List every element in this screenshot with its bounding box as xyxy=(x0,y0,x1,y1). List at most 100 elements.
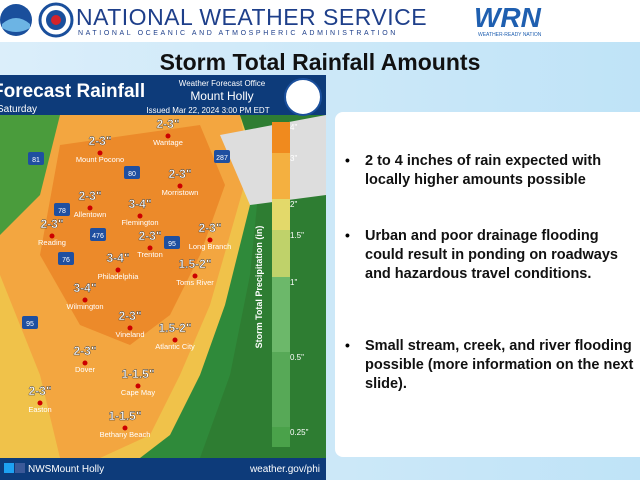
city-dot xyxy=(147,245,153,251)
legend-label: 1" xyxy=(290,278,297,287)
parent-agency: NATIONAL OCEANIC AND ATMOSPHERIC ADMINIS… xyxy=(78,30,398,37)
city-dot xyxy=(207,237,213,243)
city-dot xyxy=(122,425,128,431)
bullet-dot: • xyxy=(345,227,350,243)
city-dot xyxy=(49,233,55,239)
place-name: Morristown xyxy=(162,188,199,197)
place-name: Bethany Beach xyxy=(100,430,151,439)
rainfall-map: Forecast Rainfall Saturday Weather Forec… xyxy=(0,75,326,480)
rain-amount: 1.5-2" xyxy=(178,257,211,271)
highway-shield xyxy=(124,166,140,179)
legend-swatch xyxy=(272,199,290,238)
highway-shield xyxy=(28,152,44,165)
rain-amount: 2-3" xyxy=(88,134,111,148)
legend-label: 1.5" xyxy=(290,231,304,240)
city-dot xyxy=(87,205,93,211)
legend-label: 0.5" xyxy=(290,353,304,362)
city-dot xyxy=(135,383,141,389)
place-name: Flemington xyxy=(121,218,158,227)
rain-amount: 1.5-2" xyxy=(158,321,191,335)
place-name: Long Branch xyxy=(189,242,232,251)
place-name: Atlantic City xyxy=(155,342,195,351)
city-dot xyxy=(137,213,143,219)
rain-amount: 2-3" xyxy=(118,309,141,323)
header: NATIONAL WEATHER SERVICE NATIONAL OCEANI… xyxy=(0,0,640,42)
rain-amount: 1-1.5" xyxy=(108,409,141,423)
place-name: Cape May xyxy=(121,388,155,397)
map-title: Forecast Rainfall xyxy=(0,81,145,102)
place-name: Philadelphia xyxy=(98,272,140,281)
city-dot xyxy=(82,360,88,366)
place-name: Toms River xyxy=(176,278,214,287)
highway-number: 95 xyxy=(26,321,34,328)
legend-swatch xyxy=(272,277,290,360)
place-name: Wilmington xyxy=(66,302,103,311)
nws-logo xyxy=(38,2,74,38)
rain-amount: 2-3" xyxy=(168,167,191,181)
highway-shield xyxy=(54,203,70,216)
city-dot xyxy=(177,183,183,189)
rain-amount: 2-3" xyxy=(40,217,63,231)
highway-number: 95 xyxy=(168,241,176,248)
highway-number: 476 xyxy=(92,233,104,240)
legend-swatch xyxy=(272,122,290,161)
city-dot xyxy=(127,325,133,331)
place-name: Reading xyxy=(38,238,66,247)
nws-map-logo xyxy=(284,78,322,116)
place-name: Wantage xyxy=(153,138,183,147)
place-name: Easton xyxy=(28,405,51,414)
bullet-panel: • 2 to 4 inches of rain expected with loc… xyxy=(335,112,640,457)
city-dot xyxy=(172,337,178,343)
highway-shield xyxy=(58,252,74,265)
place-name: Mount Pocono xyxy=(76,155,124,164)
place-name: Vineland xyxy=(115,330,144,339)
city-dot xyxy=(82,297,88,303)
highway-number: 80 xyxy=(128,171,136,178)
highway-number: 78 xyxy=(58,208,66,215)
rain-amount: 3-4" xyxy=(73,281,96,295)
office-name: Mount Holly xyxy=(190,89,253,103)
city-dot xyxy=(115,267,121,273)
highway-shield xyxy=(22,316,38,329)
highway-shield xyxy=(214,150,230,163)
legend-label: 2" xyxy=(290,200,297,209)
footer-url: weather.gov/phi xyxy=(249,464,320,475)
highway-number: 287 xyxy=(216,155,228,162)
legend-label: 0.25" xyxy=(290,428,309,437)
bullet-text: 2 to 4 inches of rain expected with loca… xyxy=(365,153,602,188)
slide-title: Storm Total Rainfall Amounts xyxy=(159,49,481,75)
bullet-text: Urban and poor drainage flooding could r… xyxy=(365,228,618,282)
rain-amount: 3-4" xyxy=(128,197,151,211)
legend-swatch xyxy=(272,230,290,285)
legend-swatch xyxy=(272,352,290,435)
place-name: Allentown xyxy=(74,210,107,219)
wrn-tagline: WEATHER-READY NATION xyxy=(478,32,542,38)
city-dot xyxy=(37,400,43,406)
bullet-text: Small stream, creek, and river flooding … xyxy=(365,338,634,392)
city-dot xyxy=(192,273,198,279)
rain-amount: 2-3" xyxy=(156,117,179,131)
rain-amount: 1-1.5" xyxy=(121,367,154,381)
wrn-logo: WRN xyxy=(474,2,541,33)
footer-social: NWSMount Holly xyxy=(28,464,104,475)
rain-amount: 2-3" xyxy=(198,221,221,235)
highway-number: 76 xyxy=(62,257,70,264)
legend-label: 3" xyxy=(290,154,297,163)
highway-shield xyxy=(164,236,180,249)
bullet-dot: • xyxy=(345,337,350,353)
bullet-dot: • xyxy=(345,152,350,168)
office-label: Weather Forecast Office xyxy=(179,79,266,88)
legend-swatch xyxy=(272,427,290,447)
rain-amount: 2-3" xyxy=(28,384,51,398)
rain-amount: 2-3" xyxy=(73,344,96,358)
legend-title: Storm Total Precipitation (in) xyxy=(254,226,264,349)
legend-label: 4" xyxy=(290,123,297,132)
map-day: Saturday xyxy=(0,104,37,115)
legend-swatch xyxy=(272,153,290,207)
highway-shield xyxy=(90,228,106,241)
city-dot xyxy=(165,133,171,139)
place-name: Trenton xyxy=(137,250,163,259)
noaa-logo xyxy=(0,4,32,36)
rain-amount: 2-3" xyxy=(138,229,161,243)
